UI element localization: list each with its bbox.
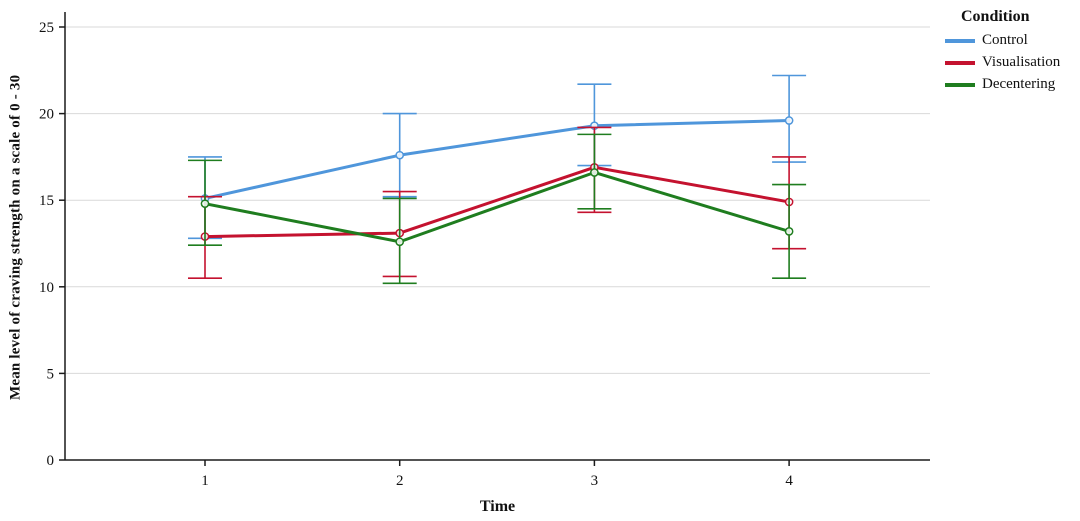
legend-label: Visualisation xyxy=(982,54,1061,70)
x-tick-label: 2 xyxy=(396,473,404,489)
legend-title: Condition xyxy=(961,8,1030,25)
legend-label: Decentering xyxy=(982,76,1056,92)
legend-swatch-control xyxy=(945,38,975,43)
y-tick-label: 15 xyxy=(39,193,54,209)
y-tick-label: 25 xyxy=(39,20,54,36)
legend-item-decentering: Decentering xyxy=(945,76,1077,93)
legend-swatch-decentering xyxy=(945,82,975,87)
y-axis-title: Mean level of craving strength on a scal… xyxy=(7,74,24,401)
legend-items: Control Visualisation Decentering xyxy=(945,32,1077,93)
data-point-control xyxy=(395,150,405,160)
series-line-control xyxy=(203,119,791,200)
data-point-decentering xyxy=(395,237,405,247)
y-tick-label: 10 xyxy=(39,280,54,296)
legend-label: Control xyxy=(982,32,1028,48)
x-tick-label: 1 xyxy=(201,473,209,489)
y-tick-label: 0 xyxy=(47,453,55,469)
y-tick-label: 20 xyxy=(39,107,54,123)
legend-item-control: Control xyxy=(945,32,1077,49)
x-tick-label: 3 xyxy=(591,473,599,489)
data-point-decentering xyxy=(200,199,210,209)
legend: Condition Control Visualisation Decenterin… xyxy=(945,8,1077,98)
x-axis-title: Time xyxy=(479,498,516,515)
x-tick-label: 4 xyxy=(785,473,793,489)
legend-swatch-visualisation xyxy=(945,60,975,65)
series-line-visualisation xyxy=(203,165,791,239)
y-tick-label: 5 xyxy=(47,366,55,382)
data-point-control xyxy=(784,116,794,125)
data-point-decentering xyxy=(590,168,599,177)
data-point-decentering xyxy=(784,227,794,236)
series-line-decentering xyxy=(203,170,791,244)
legend-item-visualisation: Visualisation xyxy=(945,54,1077,71)
